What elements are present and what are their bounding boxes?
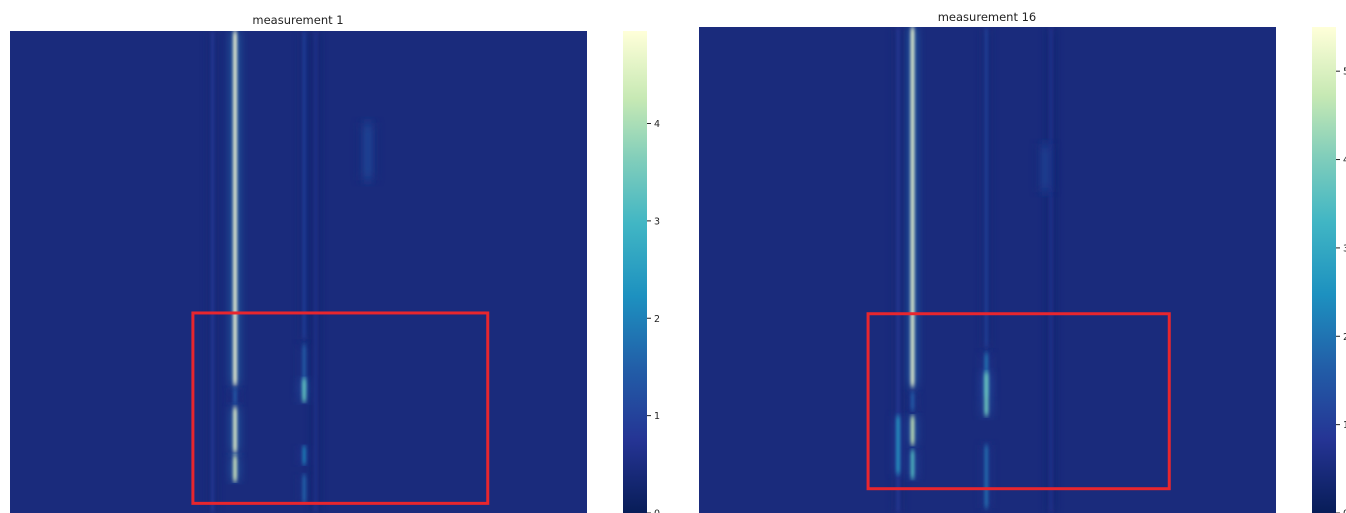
colorbar-tick-label: 2 [1343,332,1346,343]
colorbar-tick-label: 0 [654,509,660,513]
heatmap-streak [910,391,915,411]
heatmap-streak [896,27,900,513]
heatmap-streak [910,27,915,387]
heatmap-panel-2: measurement 16 0 1 2 3 4 5 [699,10,1346,513]
heatmap-streak [910,449,915,479]
heatmap-streak [233,406,237,453]
colorbar-tick-label: 5 [1343,67,1346,78]
panel-1-colorbar: 0 1 2 3 4 [623,31,660,513]
heatmap-streak [211,31,214,513]
heatmap-streak [302,445,307,465]
panel-2-title: measurement 16 [938,10,1037,24]
heatmap-panel-1: measurement 1 0 1 2 3 4 [10,13,660,513]
heatmap-streak [984,372,989,416]
heatmap-streak [984,444,989,509]
colorbar-gradient [623,31,647,513]
heatmap-streak [364,122,371,181]
heatmap-streak [910,415,915,445]
colorbar-tick-label: 4 [654,119,660,130]
colorbar-tick-label: 0 [1343,509,1346,513]
heatmap-streak [302,378,307,403]
annotation-box [191,311,490,505]
heatmap-streak [233,387,237,405]
heatmap-streak [233,455,237,482]
colorbar-tick-label: 1 [654,411,660,422]
heatmap-background [10,31,587,513]
panel-1-plot-area [10,31,587,513]
colorbar-tick-label: 4 [1343,155,1346,166]
annotation-box [866,312,1171,491]
panel-1-title: measurement 1 [252,13,343,27]
colorbar-tick-label: 2 [654,314,660,325]
heatmap-streak [233,31,237,386]
colorbar-tick-label: 1 [1343,420,1346,431]
heatmap-streak [984,27,988,348]
colorbar-tick-label: 3 [654,216,660,227]
heatmap-streak [896,415,900,475]
heatmap-streak [302,474,307,504]
heatmap-streak [1042,143,1048,193]
panel-2-plot-area [699,27,1276,513]
heatmap-streak [1049,27,1053,513]
heatmap-streak [302,31,306,340]
heatmap-streak [314,31,318,513]
colorbar-gradient [1312,27,1336,513]
colorbar-tick-label: 3 [1343,243,1346,254]
panel-2-colorbar: 0 1 2 3 4 5 [1312,27,1346,513]
